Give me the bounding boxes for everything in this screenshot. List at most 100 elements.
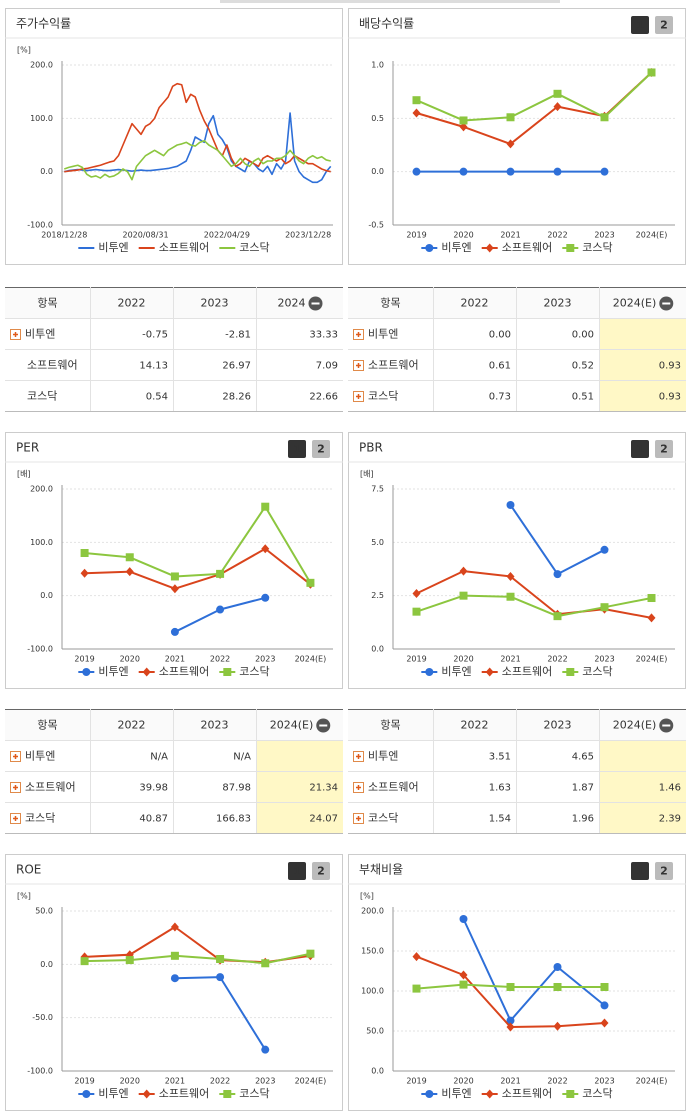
- row-label: 코스닥: [368, 812, 398, 825]
- page-button-label[interactable]: 1: [636, 19, 644, 32]
- marker: [223, 668, 232, 676]
- x-tick-label: 2024(E): [636, 655, 668, 664]
- marker: [506, 167, 515, 176]
- page-button-label[interactable]: 1: [636, 443, 644, 456]
- chart-panel: 배당수익률 1 2 -0.5 0.0 0.5 1.0 2019 2020 2021 2022 2023…: [348, 8, 686, 265]
- page-button-label[interactable]: 2: [660, 865, 668, 878]
- marker: [459, 915, 468, 923]
- series-line: [84, 505, 312, 584]
- page-button[interactable]: [312, 440, 330, 458]
- table-cell: 0.51: [572, 392, 594, 403]
- marker: [142, 1089, 151, 1099]
- legend-label: 코스닥: [582, 241, 612, 254]
- expand-button-icon: [13, 332, 18, 337]
- x-tick-label: 2021: [165, 1077, 185, 1086]
- page-button[interactable]: [312, 862, 330, 880]
- marker: [506, 501, 515, 509]
- legend-label: 비투엔: [98, 241, 128, 254]
- data-table: 항목 2022 2023 2024(E) 비투엔 N/A N/A 소프트웨어 39.98 87.9…: [5, 709, 343, 834]
- highlight-column: [599, 740, 686, 833]
- table-cell: 3.51: [489, 752, 511, 763]
- page-button[interactable]: [288, 440, 306, 458]
- y-unit: [%]: [360, 892, 374, 901]
- marker: [553, 102, 562, 112]
- series-line: [84, 547, 312, 590]
- legend-label: 비투엔: [441, 1087, 471, 1100]
- table-cell: 21.34: [309, 783, 338, 794]
- y-tick-label: 0.5: [371, 114, 384, 123]
- marker: [125, 553, 134, 562]
- table-cell: 22.66: [309, 392, 338, 403]
- y-unit: [%]: [17, 46, 31, 55]
- page-button[interactable]: [288, 862, 306, 880]
- table-cell: 14.13: [139, 361, 168, 372]
- legend-label: 코스닥: [239, 1087, 269, 1100]
- page-button[interactable]: [631, 440, 649, 458]
- page-button[interactable]: [655, 862, 673, 880]
- expand-button-icon: [356, 785, 361, 790]
- chart-panel: 주가수익률 -100.0 0.0 100.0 200.0 [%] 2018/12/28 202…: [5, 8, 343, 265]
- table-cell: 0.93: [659, 361, 681, 372]
- column-header: 항목: [37, 297, 57, 310]
- page-button-label[interactable]: 2: [317, 865, 325, 878]
- x-tick-label: 2022: [210, 1077, 230, 1086]
- expand-button-icon: [356, 816, 361, 821]
- page-button[interactable]: [631, 16, 649, 34]
- chart-title: ROE: [16, 863, 41, 877]
- marker: [261, 959, 270, 968]
- marker: [412, 952, 421, 962]
- marker: [261, 502, 270, 511]
- table-cell: 7.09: [316, 361, 338, 372]
- data-table: 항목 2022 2023 2024(E) 비투엔 0.00 0.00 소프트웨어 0.61 0.5…: [348, 287, 686, 412]
- marker: [261, 1045, 270, 1054]
- marker: [553, 983, 562, 991]
- marker: [80, 957, 89, 966]
- page-button-label[interactable]: 1: [293, 443, 301, 456]
- page-button[interactable]: [655, 440, 673, 458]
- table-cell: 40.87: [139, 814, 168, 825]
- table-cell: 33.33: [309, 330, 338, 341]
- marker: [80, 549, 89, 557]
- marker: [566, 1090, 575, 1098]
- row-label: 비투엔: [25, 750, 55, 763]
- page-button-label[interactable]: 2: [660, 19, 668, 32]
- marker: [261, 544, 270, 554]
- marker: [506, 592, 515, 601]
- marker: [216, 569, 225, 578]
- column-header: 2023: [544, 719, 572, 732]
- marker: [459, 116, 468, 125]
- page-button-label[interactable]: 1: [636, 865, 644, 878]
- legend: 비투엔 소프트웨어 코스닥: [421, 241, 613, 254]
- column-header: 2023: [201, 297, 229, 310]
- y-tick-label: 0.0: [371, 1067, 384, 1076]
- page-button-label[interactable]: 2: [660, 443, 668, 456]
- legend: 비투엔 소프트웨어 코스닥: [78, 241, 270, 254]
- chart-title: 주가수익률: [16, 17, 71, 31]
- row-label: 소프트웨어: [27, 359, 78, 372]
- table-cell: 1.63: [489, 783, 511, 794]
- table-cell: -0.75: [142, 330, 168, 341]
- table-cell: -2.81: [225, 330, 251, 341]
- page-button-label[interactable]: 1: [293, 865, 301, 878]
- page-button[interactable]: [631, 862, 649, 880]
- expand-button-icon: [356, 754, 361, 759]
- x-tick-label: 2021: [500, 1077, 520, 1086]
- row-label: 소프트웨어: [368, 359, 419, 372]
- marker: [412, 167, 421, 176]
- table-cell: 0.61: [489, 361, 511, 372]
- table-cell: 28.26: [222, 392, 251, 403]
- y-tick-label: -100.0: [27, 645, 53, 654]
- x-tick-label: 2024(E): [636, 231, 668, 240]
- chart-panel: 부채비율 1 2 0.0 50.0 100.0 150.0 200.0 [%] 2019 2020 2…: [348, 854, 686, 1111]
- x-tick-label: 2023: [594, 655, 614, 664]
- page-button[interactable]: [655, 16, 673, 34]
- table-cell: 2.39: [659, 814, 681, 825]
- page-button-label[interactable]: 2: [317, 443, 325, 456]
- legend-label: 소프트웨어: [502, 1087, 553, 1100]
- table-cell: 0.73: [489, 392, 511, 403]
- expand-button-icon: [356, 332, 361, 337]
- marker: [170, 584, 179, 594]
- y-tick-label: 50.0: [366, 1027, 384, 1036]
- x-tick-label: 2023/12/28: [285, 231, 331, 240]
